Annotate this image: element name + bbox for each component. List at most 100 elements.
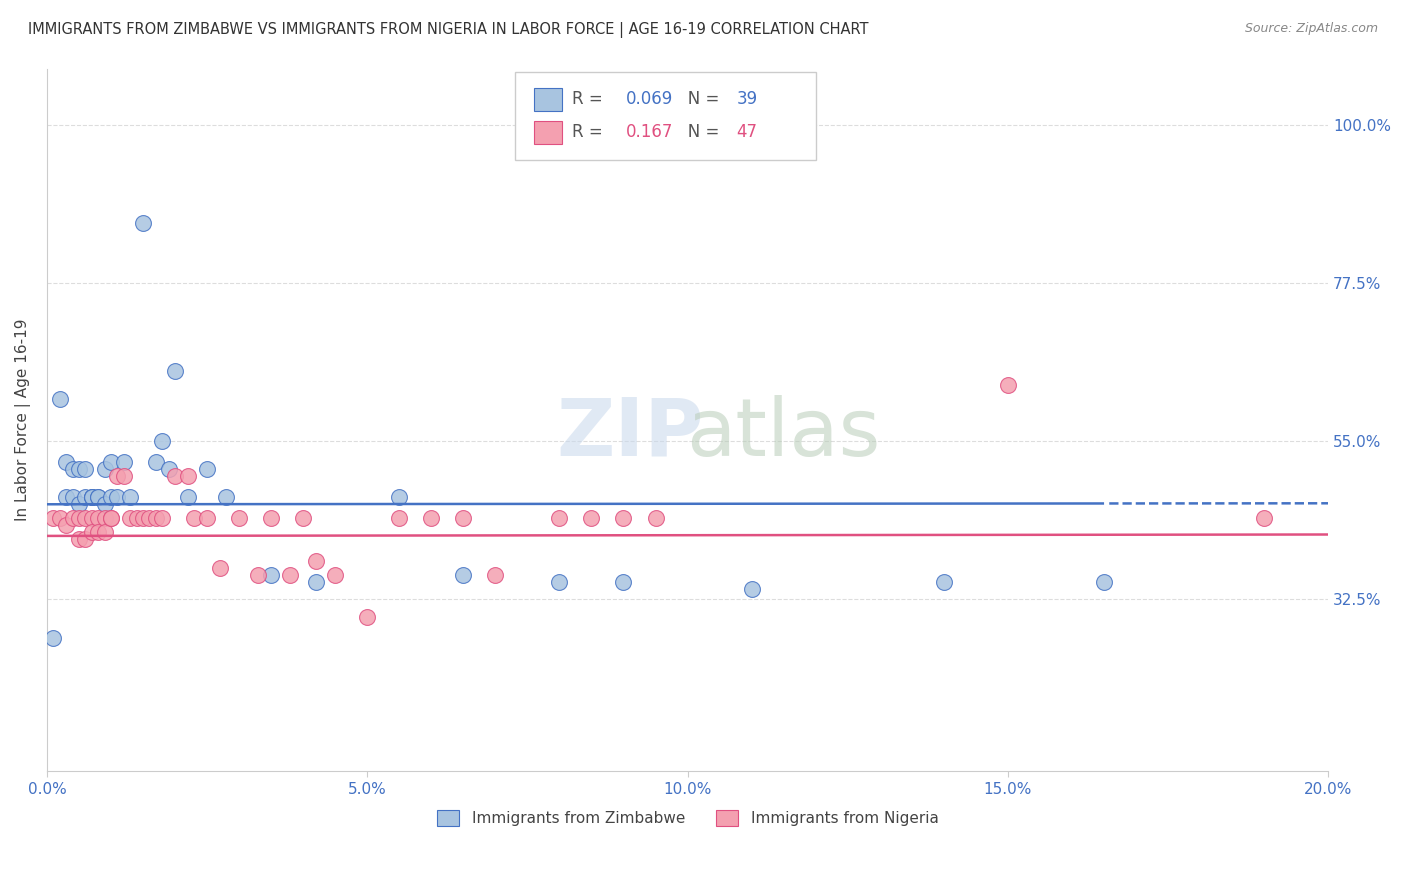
Point <box>305 574 328 589</box>
Point <box>55 490 77 504</box>
Point <box>208 560 231 574</box>
Point <box>93 497 115 511</box>
Point <box>453 567 475 582</box>
Point <box>741 582 763 596</box>
Text: N =: N = <box>672 123 725 142</box>
Point <box>292 511 315 525</box>
Point <box>107 490 129 504</box>
Point <box>62 490 84 504</box>
Point <box>112 455 135 469</box>
Point <box>93 462 115 476</box>
Point <box>280 567 302 582</box>
Point <box>145 455 167 469</box>
Point <box>177 469 200 483</box>
Point <box>228 511 250 525</box>
FancyBboxPatch shape <box>515 72 815 160</box>
Point <box>120 490 142 504</box>
Point <box>75 533 97 547</box>
Point <box>195 511 218 525</box>
Point <box>93 511 115 525</box>
FancyBboxPatch shape <box>534 88 562 111</box>
Point <box>644 511 666 525</box>
Point <box>323 567 346 582</box>
Point <box>420 511 443 525</box>
Point <box>932 574 955 589</box>
Point <box>87 525 110 540</box>
Point <box>484 567 506 582</box>
Text: ZIP: ZIP <box>557 395 703 473</box>
Point <box>49 392 72 406</box>
Point <box>80 525 103 540</box>
Text: 0.069: 0.069 <box>626 90 673 109</box>
Text: R =: R = <box>572 123 613 142</box>
Point <box>1253 511 1275 525</box>
Point <box>260 511 283 525</box>
Point <box>87 511 110 525</box>
Point <box>183 511 205 525</box>
Point <box>62 462 84 476</box>
Point <box>49 511 72 525</box>
Point <box>67 533 90 547</box>
Point <box>247 567 270 582</box>
Point <box>177 490 200 504</box>
Point <box>75 490 97 504</box>
Point <box>138 511 160 525</box>
Point <box>165 364 187 378</box>
Point <box>150 434 173 448</box>
Point <box>215 490 238 504</box>
Legend: Immigrants from Zimbabwe, Immigrants from Nigeria: Immigrants from Zimbabwe, Immigrants fro… <box>429 803 946 834</box>
Point <box>125 511 148 525</box>
Point <box>260 567 283 582</box>
Text: 0.167: 0.167 <box>626 123 673 142</box>
Point <box>80 490 103 504</box>
Point <box>305 553 328 567</box>
Point <box>75 462 97 476</box>
Text: atlas: atlas <box>686 395 880 473</box>
Text: N =: N = <box>672 90 725 109</box>
Point <box>80 490 103 504</box>
Point <box>87 490 110 504</box>
Text: Source: ZipAtlas.com: Source: ZipAtlas.com <box>1244 22 1378 36</box>
Point <box>612 574 634 589</box>
Point <box>453 511 475 525</box>
Point <box>1092 574 1115 589</box>
Point <box>150 511 173 525</box>
Point <box>356 609 378 624</box>
Point <box>100 511 122 525</box>
Point <box>100 455 122 469</box>
Point <box>80 511 103 525</box>
Point <box>548 574 571 589</box>
Point <box>612 511 634 525</box>
Point <box>145 511 167 525</box>
Point <box>93 525 115 540</box>
Point <box>75 511 97 525</box>
Point <box>165 469 187 483</box>
Point <box>157 462 180 476</box>
Point <box>195 462 218 476</box>
Point <box>80 490 103 504</box>
Point <box>55 455 77 469</box>
Text: R =: R = <box>572 90 613 109</box>
Point <box>62 511 84 525</box>
Point <box>132 216 155 230</box>
Point <box>388 490 411 504</box>
Point <box>67 511 90 525</box>
Point <box>997 377 1019 392</box>
Text: 39: 39 <box>737 90 758 109</box>
Point <box>55 518 77 533</box>
Point <box>67 462 90 476</box>
Point <box>107 469 129 483</box>
Point <box>581 511 603 525</box>
Point <box>42 631 65 645</box>
Point <box>67 497 90 511</box>
Point <box>132 511 155 525</box>
Text: IMMIGRANTS FROM ZIMBABWE VS IMMIGRANTS FROM NIGERIA IN LABOR FORCE | AGE 16-19 C: IMMIGRANTS FROM ZIMBABWE VS IMMIGRANTS F… <box>28 22 869 38</box>
Point <box>120 511 142 525</box>
Point <box>42 511 65 525</box>
Point <box>100 490 122 504</box>
Text: 47: 47 <box>737 123 758 142</box>
Point <box>100 511 122 525</box>
FancyBboxPatch shape <box>534 121 562 144</box>
Point <box>112 469 135 483</box>
Point <box>388 511 411 525</box>
